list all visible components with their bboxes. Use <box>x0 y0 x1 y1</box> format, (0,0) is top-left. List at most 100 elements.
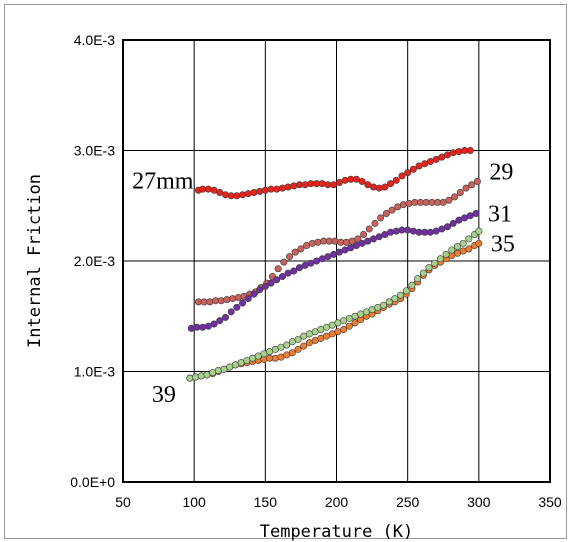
data-point <box>199 323 207 331</box>
x-axis-title: Temperature (K) <box>260 522 414 542</box>
data-point <box>404 226 412 234</box>
gridlines <box>123 40 550 482</box>
data-point <box>186 374 194 382</box>
series-label: 27mm <box>132 168 194 194</box>
y-tick-label: 4.0E-3 <box>74 32 115 48</box>
data-point <box>399 201 407 209</box>
data-point <box>280 258 288 266</box>
data-point <box>385 298 393 306</box>
data-point <box>267 279 275 287</box>
data-point <box>244 295 252 303</box>
data-point <box>278 272 286 280</box>
data-point <box>229 295 237 303</box>
data-point <box>475 239 483 247</box>
data-point <box>261 282 269 290</box>
data-point <box>206 298 214 306</box>
series-labels: 27mm 29 31 35 39 <box>132 159 515 408</box>
data-point <box>375 184 383 192</box>
data-point <box>402 287 410 295</box>
data-point <box>197 372 205 380</box>
data-point <box>409 165 417 173</box>
data-point <box>468 181 476 189</box>
data-point <box>382 209 390 217</box>
data-point <box>233 303 241 311</box>
data-point <box>409 227 417 235</box>
y-axis-title: Internal Friction <box>25 174 45 348</box>
data-point <box>290 267 298 275</box>
data-point <box>331 237 339 245</box>
data-point <box>274 265 282 273</box>
y-tick-label: 0.0E+0 <box>70 474 115 490</box>
y-tick-label: 2.0E-3 <box>74 253 115 269</box>
data-point <box>250 290 258 298</box>
data-point <box>221 313 229 321</box>
data-point <box>271 354 279 362</box>
data-point <box>314 238 322 246</box>
data-point <box>340 326 348 334</box>
data-point <box>408 281 416 289</box>
data-point <box>472 209 480 217</box>
data-point <box>342 238 350 246</box>
plot-area <box>122 39 551 483</box>
data-point <box>216 317 224 325</box>
data-point <box>466 147 474 155</box>
data-point <box>318 180 326 188</box>
data-point <box>261 186 269 194</box>
series-31 <box>187 209 480 332</box>
data-point <box>294 345 302 353</box>
data-point <box>239 191 247 199</box>
x-tick-label: 300 <box>467 494 491 510</box>
data-point <box>436 255 444 263</box>
series-39 <box>186 227 483 382</box>
data-point <box>365 225 373 233</box>
data-point <box>354 235 362 243</box>
data-point <box>456 188 464 196</box>
data-point <box>223 296 231 304</box>
data-point <box>291 248 299 256</box>
data-point <box>217 297 225 305</box>
chart-frame <box>4 4 567 539</box>
data-point <box>425 264 433 272</box>
data-point <box>426 228 434 236</box>
data-point <box>371 219 379 227</box>
x-tick-label: 200 <box>325 494 349 510</box>
series-label: 39 <box>152 382 176 408</box>
data-point <box>273 185 281 193</box>
data-point <box>391 295 399 303</box>
data-point <box>465 235 473 243</box>
data-point <box>297 245 305 253</box>
data-point <box>227 308 235 316</box>
data-point <box>419 269 427 277</box>
x-tick-label: 150 <box>254 494 278 510</box>
data-point <box>294 335 302 343</box>
y-tick-label: 3.0E-3 <box>74 143 115 159</box>
data-point <box>250 188 258 196</box>
data-point <box>444 223 452 231</box>
data-point <box>388 206 396 214</box>
y-tick-labels: 0.0E+0 1.0E-3 2.0E-3 3.0E-3 4.0E-3 <box>70 32 115 490</box>
data-point <box>387 228 395 236</box>
data-point <box>397 291 405 299</box>
data-point <box>273 276 281 284</box>
data-point <box>405 200 413 208</box>
data-point <box>459 239 467 247</box>
series-label: 29 <box>489 159 513 185</box>
series-label: 31 <box>488 201 512 227</box>
data-point <box>387 180 395 188</box>
series-label: 35 <box>491 231 515 257</box>
data-point <box>414 275 422 283</box>
data-point <box>214 366 222 374</box>
data-point <box>462 184 470 192</box>
data-point <box>358 177 366 185</box>
data-point <box>278 184 286 192</box>
data-point <box>345 322 353 330</box>
data-point <box>239 299 247 307</box>
data-point <box>308 239 316 247</box>
data-point <box>404 169 412 177</box>
data-point <box>392 227 400 235</box>
data-point <box>192 373 200 381</box>
data-point <box>286 253 294 261</box>
x-tick-label: 250 <box>396 494 420 510</box>
data-point <box>256 187 264 195</box>
